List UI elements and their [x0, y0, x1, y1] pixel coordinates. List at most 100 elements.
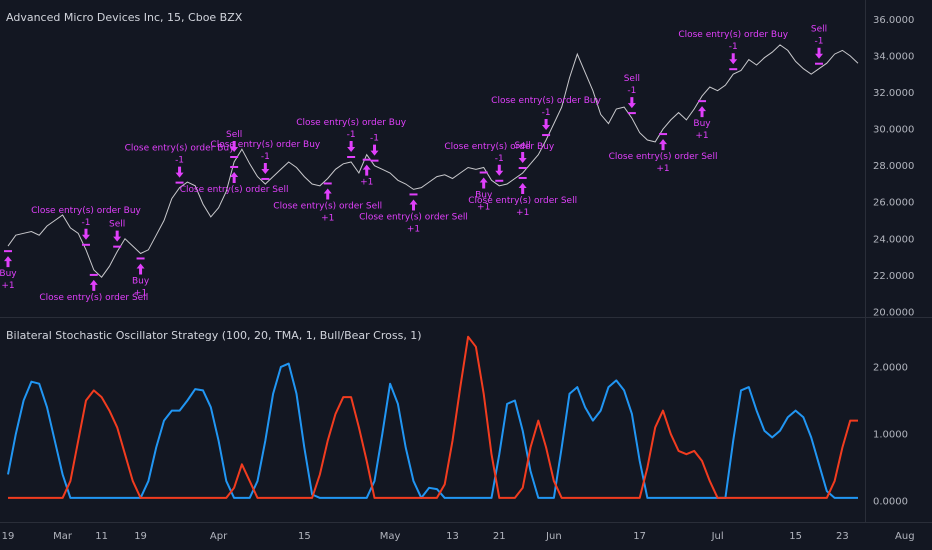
arrow-up-icon	[698, 106, 707, 118]
buy-signal: Buy +1	[0, 250, 17, 291]
signal-label: Close entry(s) order Buy	[210, 140, 320, 150]
arrow-down-icon	[175, 166, 184, 178]
date-tick-label: 17	[633, 531, 646, 542]
sell-signal: Sell	[109, 220, 125, 248]
signal-label: Close entry(s) order Sell	[273, 201, 382, 211]
sell-signal: Close entry(s) order Buy -1	[125, 144, 235, 184]
sell-signal: Sell -1	[811, 25, 827, 65]
price-tick-label: 32.0000	[873, 88, 914, 99]
signal-label: +1	[656, 164, 669, 174]
date-tick-label: 15	[298, 531, 311, 542]
price-tick-label: 30.0000	[873, 125, 914, 136]
signal-label: -1	[261, 152, 270, 162]
date-tick-label: 23	[836, 531, 849, 542]
arrow-down-icon	[815, 47, 824, 59]
date-tick-label: 15	[789, 531, 802, 542]
signal-label: Close entry(s) order Buy	[491, 96, 601, 106]
arrow-up-icon	[479, 177, 488, 189]
price-tick-label: 28.0000	[873, 161, 914, 172]
signal-label: -1	[627, 86, 636, 96]
oscillator-tick-label: 0.0000	[873, 497, 908, 508]
arrow-down-icon	[81, 228, 90, 240]
signal-label: Close entry(s) order Buy	[296, 118, 406, 128]
arrow-up-icon	[89, 279, 98, 291]
arrow-up-icon	[362, 164, 371, 176]
signal-label: -1	[347, 130, 356, 140]
signal-label: Close entry(s) order Sell	[359, 212, 468, 222]
sell-signal: Sell	[226, 130, 242, 158]
signal-label: Close entry(s) order Sell	[180, 185, 289, 195]
arrow-down-icon	[729, 53, 738, 65]
buy-signal: Close entry(s) order Sell+1	[468, 176, 577, 218]
signal-label: Close entry(s) order Buy	[125, 144, 235, 154]
price-tick-label: 24.0000	[873, 234, 914, 245]
signal-label: -1	[542, 108, 551, 118]
signal-label: Close entry(s) order Buy	[31, 206, 141, 216]
sell-signal: Close entry(s) order Buy -1	[296, 118, 407, 158]
signal-label: -1	[495, 154, 504, 164]
sell-signal: -1	[370, 134, 379, 162]
signal-label: +1	[1, 281, 14, 291]
date-tick-label: 11	[95, 531, 108, 542]
signal-label: -1	[81, 218, 90, 228]
date-tick-label: Mar	[53, 531, 73, 542]
arrow-up-icon	[230, 172, 239, 183]
sell-signal: Close entry(s) order Buy -1	[444, 142, 555, 182]
oscillator-axis-ticks: 0.0000 1.0000 2.0000	[873, 362, 908, 507]
signal-label: Close entry(s) order Sell	[39, 293, 148, 303]
date-tick-label: 13	[446, 531, 459, 542]
buy-signal: Close entry(s) order Sell +1	[273, 182, 382, 223]
signal-label: +1	[321, 213, 334, 223]
signal-label: +1	[477, 202, 490, 212]
signal-label: Buy	[475, 190, 493, 200]
main-chart-title: Advanced Micro Devices Inc, 15, Cboe BZX	[6, 11, 243, 24]
date-tick-label: 19	[2, 531, 15, 542]
signal-label: -1	[175, 156, 184, 166]
buy-signal: Close entry(s) order Sell	[180, 166, 289, 195]
arrow-down-icon	[542, 119, 551, 131]
buy-signal: Buy +1	[132, 257, 150, 298]
signal-label: Buy	[132, 276, 150, 286]
arrow-down-icon	[518, 151, 527, 163]
buy-signal: Buy +1	[693, 100, 711, 141]
arrow-down-icon	[347, 141, 356, 152]
arrow-up-icon	[136, 263, 145, 275]
signal-label: Sell	[515, 141, 531, 151]
buy-signal: +1	[360, 158, 373, 188]
date-tick-label: 21	[493, 531, 506, 542]
signal-label: +1	[695, 131, 708, 141]
signal-label: -1	[729, 42, 738, 52]
signal-label: +1	[360, 178, 373, 188]
signal-label: Close entry(s) order Buy	[444, 142, 554, 152]
arrow-up-icon	[659, 139, 668, 151]
date-axis: 19 Mar 11 19 Apr 15 May 13 21 Jun 17 Jul 15 23 Aug	[2, 531, 915, 542]
buy-signal: Close entry(s) order Sell+1	[359, 193, 468, 234]
signal-label: -1	[370, 134, 379, 144]
arrow-down-icon	[495, 164, 504, 176]
date-tick-label: Apr	[210, 531, 228, 542]
signal-label: Sell	[811, 25, 827, 35]
arrow-down-icon	[113, 230, 122, 242]
price-line	[7, 44, 859, 278]
buy-signal: Close entry(s) order Sell +1	[609, 133, 718, 174]
arrow-up-icon	[323, 188, 332, 200]
signal-label: Close entry(s) order Buy	[678, 30, 788, 40]
arrow-up-icon	[518, 182, 527, 194]
date-tick-label: Jun	[545, 531, 562, 542]
signal-label: Buy	[693, 119, 711, 129]
signal-label: Sell	[226, 130, 242, 140]
price-tick-label: 22.0000	[873, 271, 914, 282]
date-tick-label: Aug	[895, 531, 915, 542]
date-tick-label: May	[380, 531, 401, 542]
indicator-title: Bilateral Stochastic Oscillator Strategy…	[6, 329, 422, 342]
sell-signal: Sell	[515, 141, 531, 169]
signal-label: Close entry(s) order Sell	[609, 152, 718, 162]
signal-label: +1	[516, 208, 529, 218]
price-tick-label: 20.0000	[873, 308, 914, 319]
arrow-down-icon	[627, 97, 636, 109]
buy-signal: Close entry(s) order Sell	[39, 273, 148, 303]
